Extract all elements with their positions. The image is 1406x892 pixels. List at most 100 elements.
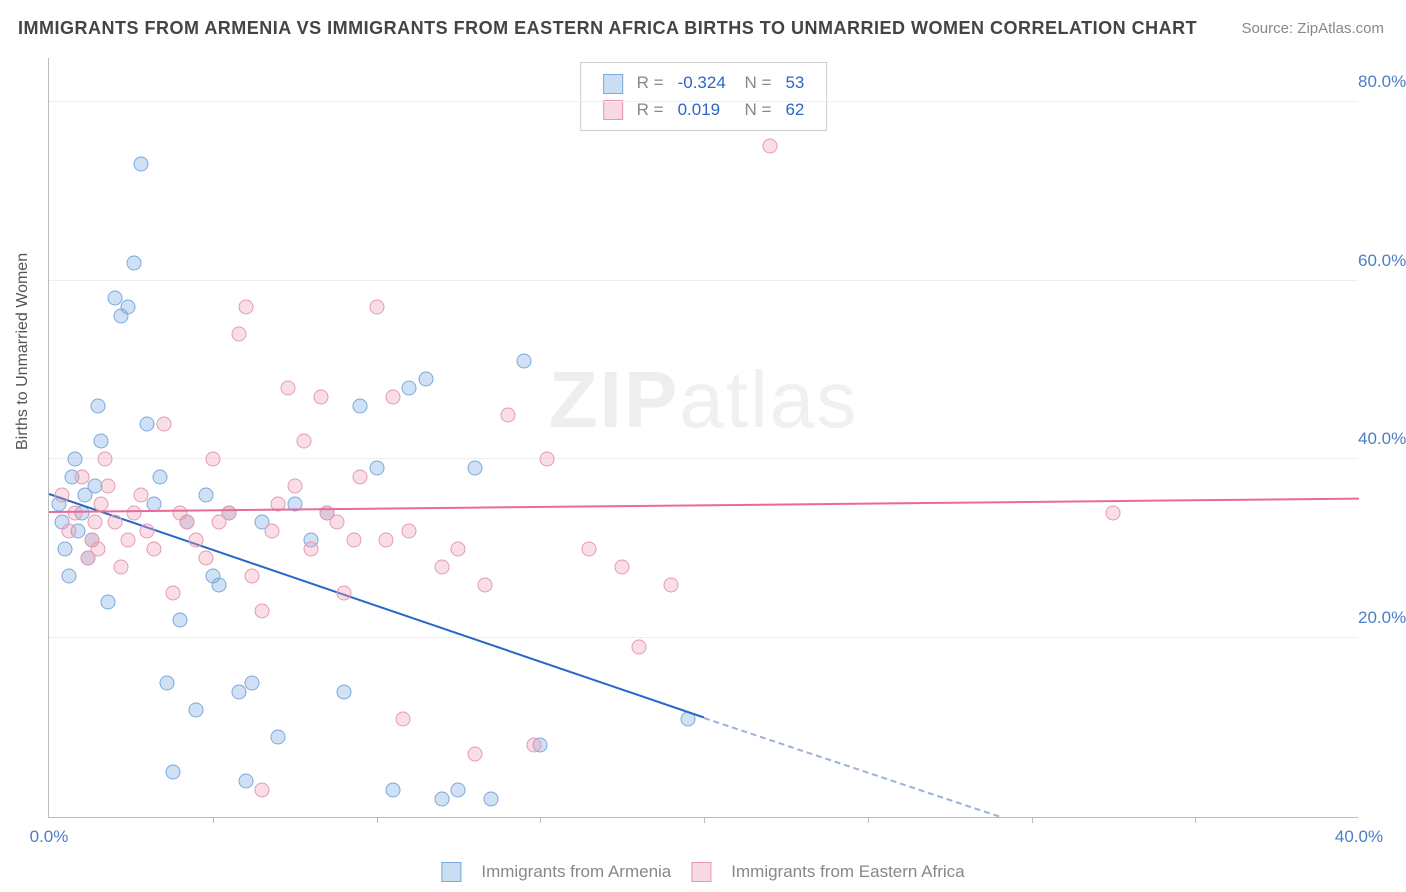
data-point [189,702,204,717]
data-point [467,747,482,762]
data-point [664,577,679,592]
data-point [74,470,89,485]
data-point [539,452,554,467]
data-point [199,488,214,503]
legend-series: Immigrants from Armenia Immigrants from E… [431,861,974,882]
data-point [385,389,400,404]
data-point [435,559,450,574]
data-point [418,371,433,386]
data-point [353,398,368,413]
data-point [166,586,181,601]
data-point [615,559,630,574]
data-point [245,568,260,583]
y-tick-label: 40.0% [1358,429,1406,449]
x-minor-tick [540,817,541,823]
data-point [254,783,269,798]
data-point [402,523,417,538]
data-point [94,434,109,449]
data-point [484,792,499,807]
gridline [49,101,1358,102]
data-point [173,613,188,628]
data-point [68,452,83,467]
data-point [140,523,155,538]
data-point [61,523,76,538]
data-point [127,255,142,270]
data-point [114,559,129,574]
data-point [91,398,106,413]
gridline [49,637,1358,638]
data-point [762,139,777,154]
data-point [120,300,135,315]
data-point [346,532,361,547]
data-point [271,729,286,744]
data-point [238,300,253,315]
data-point [87,514,102,529]
legend-label: Immigrants from Armenia [481,862,671,881]
data-point [402,380,417,395]
data-point [107,514,122,529]
data-point [100,479,115,494]
x-minor-tick [868,817,869,823]
data-point [245,675,260,690]
y-tick-label: 20.0% [1358,608,1406,628]
data-point [281,380,296,395]
data-point [120,532,135,547]
data-point [179,514,194,529]
x-minor-tick [213,817,214,823]
x-minor-tick [377,817,378,823]
data-point [189,532,204,547]
gridline [49,458,1358,459]
data-point [304,541,319,556]
data-point [91,541,106,556]
data-point [254,604,269,619]
x-tick-label: 40.0% [1335,827,1383,847]
x-minor-tick [1195,817,1196,823]
data-point [97,452,112,467]
data-point [238,774,253,789]
data-point [264,523,279,538]
data-point [55,488,70,503]
data-point [156,416,171,431]
data-point [435,792,450,807]
data-point [146,541,161,556]
data-point [58,541,73,556]
data-point [330,514,345,529]
data-point [313,389,328,404]
legend-label: Immigrants from Eastern Africa [731,862,964,881]
data-point [212,577,227,592]
trend-line [49,498,1359,513]
data-point [100,595,115,610]
data-point [369,300,384,315]
data-point [127,506,142,521]
data-point [133,488,148,503]
data-point [467,461,482,476]
legend-stats: R =-0.324 N =53R =0.019 N =62 [580,62,828,131]
data-point [379,532,394,547]
data-point [336,684,351,699]
data-point [166,765,181,780]
data-point [287,479,302,494]
data-point [631,640,646,655]
scatter-plot: ZIPatlas R =-0.324 N =53R =0.019 N =62 2… [48,58,1358,818]
data-point [133,157,148,172]
data-point [353,470,368,485]
data-point [385,783,400,798]
data-point [222,506,237,521]
x-minor-tick [704,817,705,823]
x-minor-tick [1032,817,1033,823]
data-point [61,568,76,583]
data-point [451,541,466,556]
data-point [516,354,531,369]
source-label: Source: ZipAtlas.com [1241,20,1384,37]
data-point [526,738,541,753]
legend-stat-row: R =-0.324 N =53 [597,71,811,96]
data-point [199,550,214,565]
chart-title: IMMIGRANTS FROM ARMENIA VS IMMIGRANTS FR… [18,18,1197,39]
data-point [140,416,155,431]
data-point [231,327,246,342]
data-point [68,506,83,521]
data-point [159,675,174,690]
data-point [94,497,109,512]
y-axis-label: Births to Unmarried Women [14,253,32,450]
data-point [582,541,597,556]
